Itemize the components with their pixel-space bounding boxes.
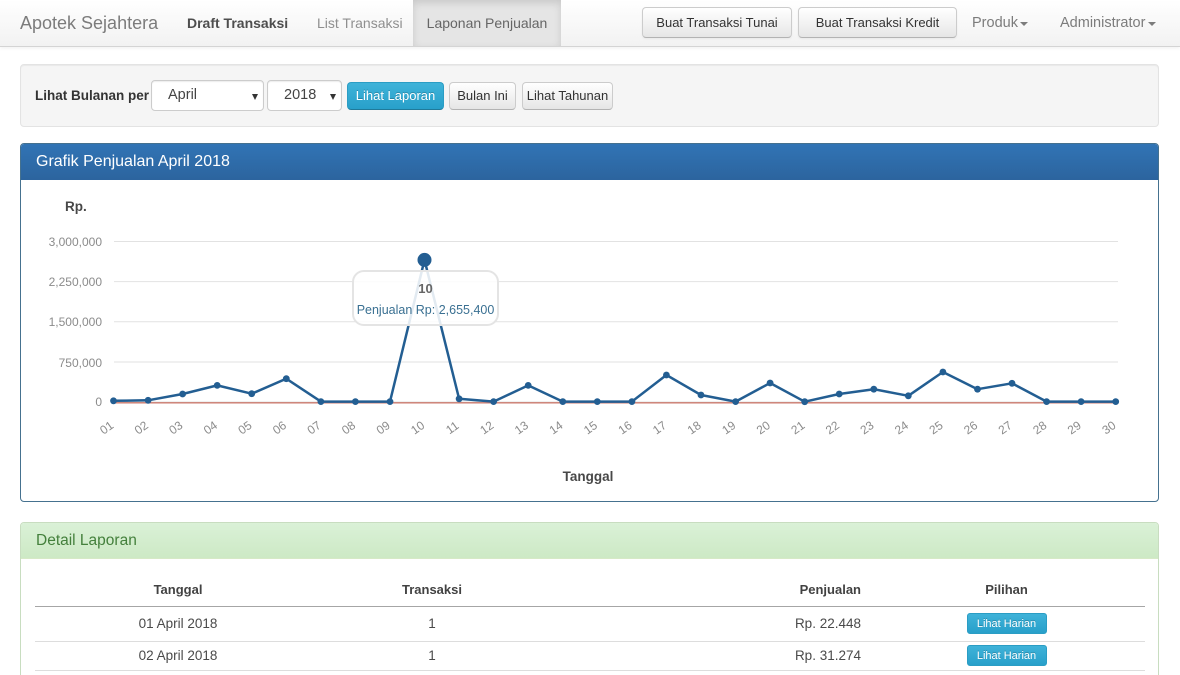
svg-text:14: 14 bbox=[547, 418, 566, 437]
svg-text:04: 04 bbox=[201, 418, 220, 437]
svg-text:30: 30 bbox=[1099, 418, 1118, 437]
svg-text:18: 18 bbox=[685, 418, 704, 437]
svg-text:08: 08 bbox=[339, 418, 358, 437]
svg-text:2,250,000: 2,250,000 bbox=[49, 275, 103, 289]
svg-text:3,000,000: 3,000,000 bbox=[49, 235, 103, 249]
svg-text:23: 23 bbox=[858, 418, 877, 437]
svg-text:28: 28 bbox=[1030, 418, 1049, 437]
svg-text:Penjualan Rp: 2,655,400: Penjualan Rp: 2,655,400 bbox=[357, 303, 495, 317]
svg-text:05: 05 bbox=[235, 418, 254, 437]
svg-text:12: 12 bbox=[477, 418, 496, 437]
svg-text:03: 03 bbox=[166, 418, 185, 437]
svg-text:22: 22 bbox=[823, 418, 842, 437]
svg-text:17: 17 bbox=[650, 418, 669, 437]
svg-text:11: 11 bbox=[443, 418, 462, 437]
svg-text:10: 10 bbox=[408, 418, 427, 437]
svg-text:10: 10 bbox=[418, 281, 432, 296]
svg-text:20: 20 bbox=[754, 418, 773, 437]
svg-text:27: 27 bbox=[996, 418, 1015, 437]
svg-text:02: 02 bbox=[132, 418, 151, 437]
svg-text:25: 25 bbox=[927, 418, 946, 437]
svg-text:06: 06 bbox=[270, 418, 289, 437]
svg-text:29: 29 bbox=[1065, 418, 1084, 437]
svg-text:19: 19 bbox=[719, 418, 738, 437]
svg-text:0: 0 bbox=[95, 395, 102, 409]
svg-text:21: 21 bbox=[788, 418, 807, 437]
svg-text:26: 26 bbox=[961, 418, 980, 437]
svg-text:1,500,000: 1,500,000 bbox=[49, 315, 103, 329]
svg-text:01: 01 bbox=[97, 418, 116, 437]
svg-text:09: 09 bbox=[374, 418, 393, 437]
svg-text:15: 15 bbox=[581, 418, 600, 437]
svg-text:07: 07 bbox=[305, 418, 324, 437]
svg-text:750,000: 750,000 bbox=[59, 356, 103, 370]
svg-text:Tanggal: Tanggal bbox=[563, 469, 614, 484]
svg-text:13: 13 bbox=[512, 418, 531, 437]
svg-text:24: 24 bbox=[892, 418, 911, 437]
svg-text:Rp.: Rp. bbox=[65, 199, 87, 214]
svg-text:16: 16 bbox=[616, 418, 635, 437]
